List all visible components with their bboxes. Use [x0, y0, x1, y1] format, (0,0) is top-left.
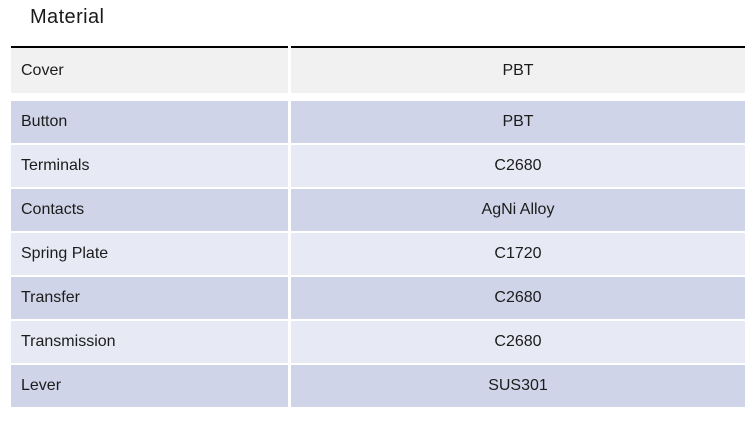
table-row: Terminals C2680 [11, 145, 745, 187]
table-row: Button PBT [11, 101, 745, 143]
row-value: PBT [291, 46, 745, 93]
row-label: Spring Plate [11, 233, 288, 275]
row-label: Transmission [11, 321, 288, 363]
row-label: Lever [11, 365, 288, 407]
row-label: Cover [11, 46, 288, 93]
row-value: SUS301 [291, 365, 745, 407]
row-label: Terminals [11, 145, 288, 187]
row-value: C1720 [291, 233, 745, 275]
table-row: Contacts AgNi Alloy [11, 189, 745, 231]
material-table: Cover PBT Button PBT Terminals C2680 Con… [11, 46, 745, 409]
row-value: AgNi Alloy [291, 189, 745, 231]
row-label: Contacts [11, 189, 288, 231]
row-value: C2680 [291, 321, 745, 363]
row-value: PBT [291, 101, 745, 143]
row-label: Transfer [11, 277, 288, 319]
table-row: Spring Plate C1720 [11, 233, 745, 275]
row-value: C2680 [291, 145, 745, 187]
page-title: Material [30, 6, 105, 28]
table-row: Lever SUS301 [11, 365, 745, 407]
row-value: C2680 [291, 277, 745, 319]
row-label: Button [11, 101, 288, 143]
table-row: Transmission C2680 [11, 321, 745, 363]
table-row: Cover PBT [11, 46, 745, 93]
table-row: Transfer C2680 [11, 277, 745, 319]
